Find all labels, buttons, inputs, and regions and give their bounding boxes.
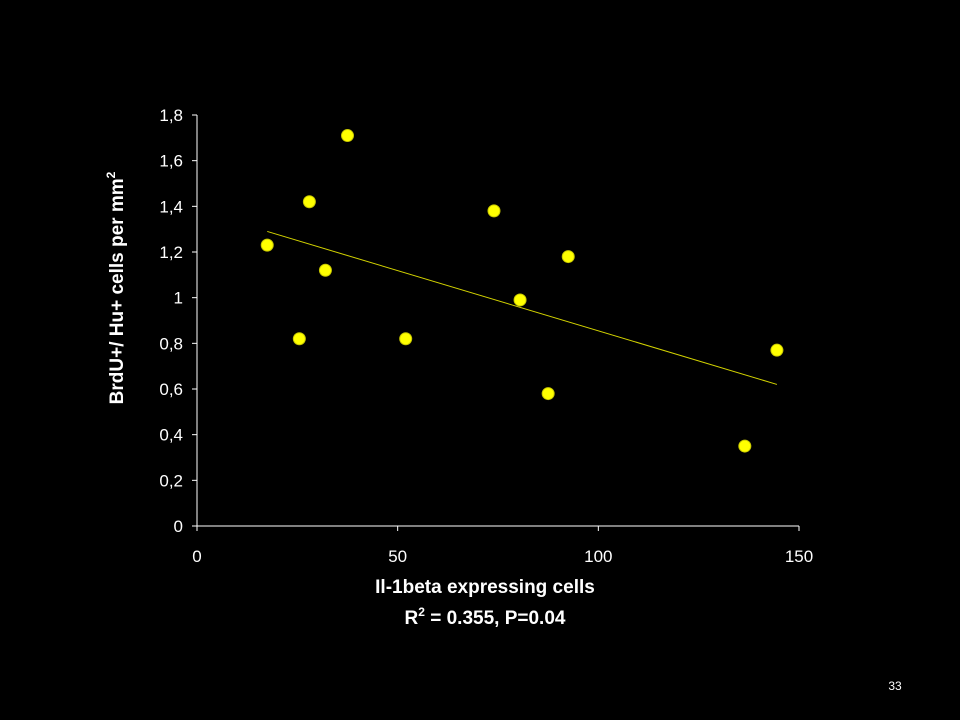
data-point bbox=[260, 238, 274, 252]
data-point bbox=[318, 263, 332, 277]
axes bbox=[196, 115, 799, 527]
y-tick-label: 1 bbox=[174, 289, 183, 308]
y-tick-label: 1,8 bbox=[159, 106, 183, 125]
y-ticks: 0 0,2 0,4 0,6 0,8 1 1,2 1,4 1,6 1,8 bbox=[159, 106, 197, 536]
y-tick-label: 0,4 bbox=[159, 426, 183, 445]
y-tick-label: 0 bbox=[174, 517, 183, 536]
data-point bbox=[292, 332, 306, 346]
y-tick-label: 0,6 bbox=[159, 380, 183, 399]
y-tick-label: 1,6 bbox=[159, 152, 183, 171]
x-tick-label: 0 bbox=[192, 547, 201, 566]
data-point bbox=[513, 293, 527, 307]
x-tick-label: 100 bbox=[584, 547, 612, 566]
x-tick-label: 150 bbox=[785, 547, 813, 566]
y-tick-label: 0,8 bbox=[159, 334, 183, 353]
y-tick-label: 1,2 bbox=[159, 243, 183, 262]
y-tick-label: 1,4 bbox=[159, 197, 183, 216]
x-axis-title: Il-1beta expressing cells bbox=[375, 577, 595, 598]
data-point bbox=[399, 332, 413, 346]
data-point bbox=[302, 195, 316, 209]
y-tick-label: 0,2 bbox=[159, 471, 183, 490]
slide-number: 33 bbox=[888, 679, 902, 693]
data-point bbox=[487, 204, 501, 218]
x-ticks: 0 50 100 150 bbox=[192, 526, 813, 566]
data-point bbox=[561, 250, 575, 264]
trend-line bbox=[267, 230, 778, 385]
y-axis-title: BrdU+/ Hu+ cells per mm2 bbox=[104, 171, 128, 404]
data-point bbox=[541, 387, 555, 401]
stats-annotation: R2 = 0.355, P=0.04 bbox=[405, 605, 566, 629]
data-point bbox=[770, 343, 784, 357]
x-tick-label: 50 bbox=[388, 547, 407, 566]
data-point bbox=[738, 439, 752, 453]
data-points bbox=[260, 129, 784, 453]
data-point bbox=[341, 129, 354, 143]
